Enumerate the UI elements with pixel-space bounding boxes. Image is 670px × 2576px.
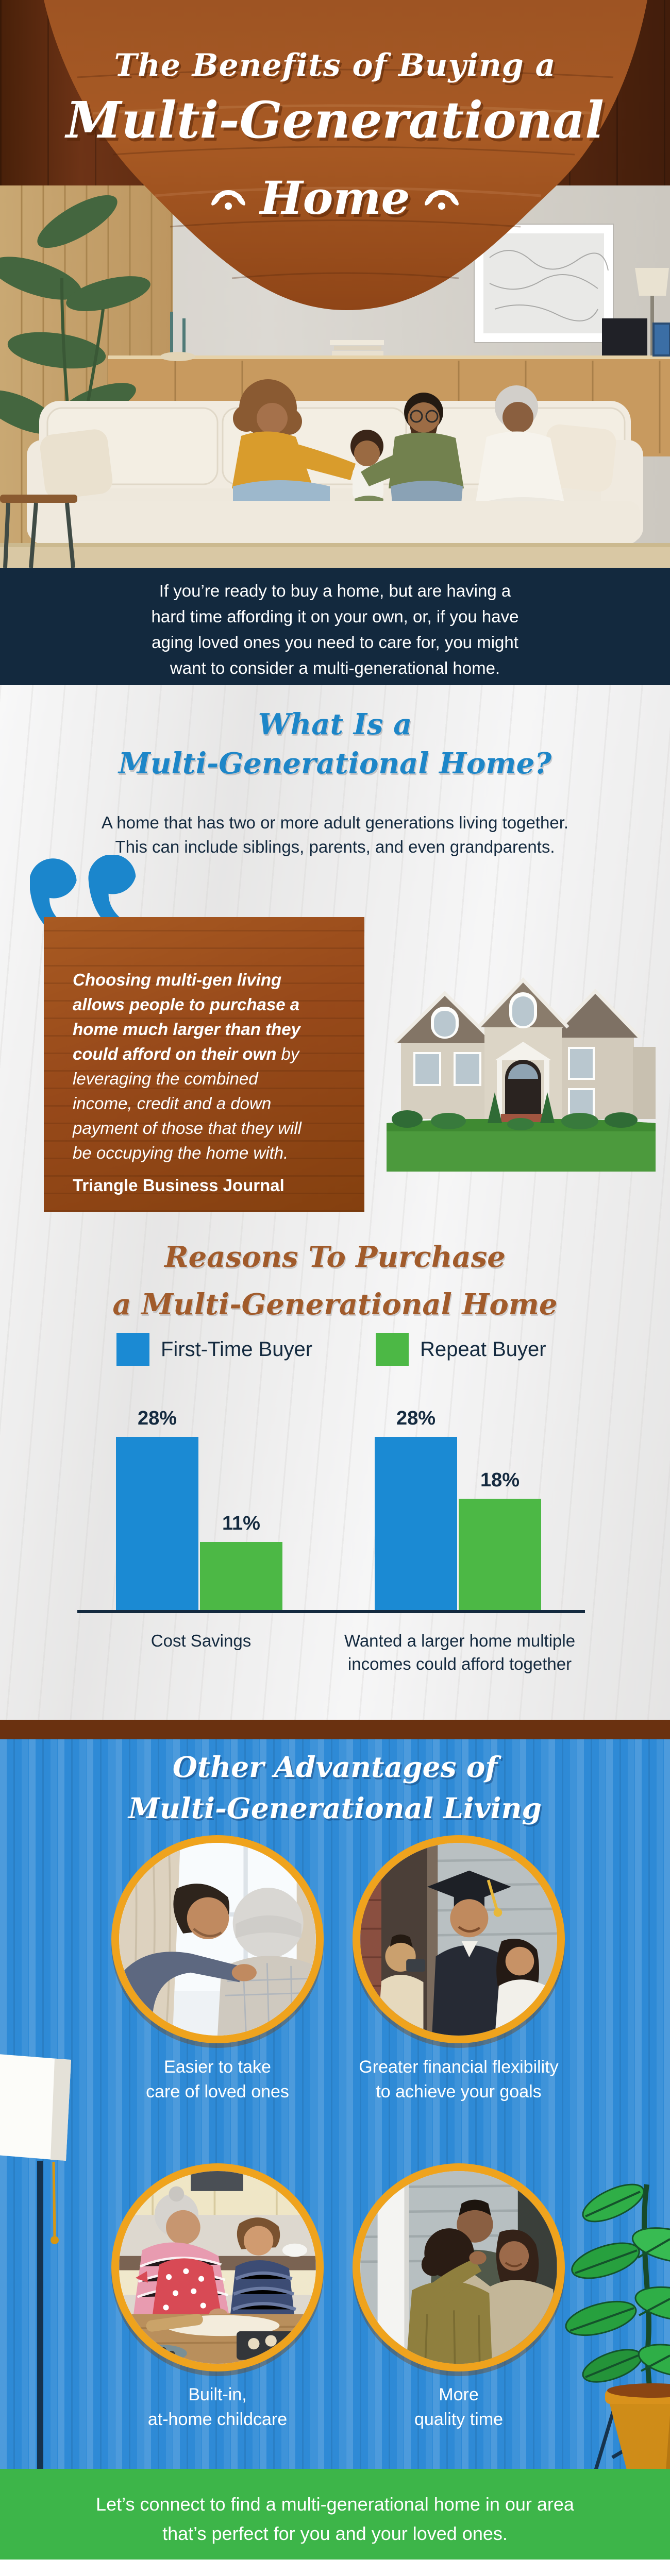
cta-band: Let’s connect to find a multi-generation…: [0, 2469, 670, 2560]
legend-label: Repeat Buyer: [420, 1337, 546, 1361]
photo-family-hug: [353, 2163, 565, 2371]
bar-value-label: 28%: [396, 1408, 436, 1429]
what-is-section: What Is a Multi-Generational Home? A hom…: [0, 685, 670, 1720]
quote-box: Choosing multi-gen living allows people …: [44, 917, 364, 1212]
chart-axis: [77, 1610, 585, 1613]
quote-attribution: Triangle Business Journal: [73, 1176, 284, 1195]
advantages-heading: Other Advantages of Multi-Generational L…: [128, 1750, 542, 1825]
quote-icon: [30, 855, 136, 940]
title-line-3-row: Home: [0, 171, 670, 225]
intro-band: If you’re ready to buy a home, but are h…: [0, 568, 670, 685]
photo-baking-childcare: [111, 2163, 324, 2371]
advantages-section: Other Advantages of Multi-Generational L…: [0, 1739, 670, 2469]
caption-childcare: Built-in, at-home childcare: [147, 2385, 288, 2429]
leaf-ornament-icon: [211, 190, 245, 210]
leaf-ornament-icon: [425, 190, 459, 210]
reasons-heading: Reasons To Purchase a Multi-Generational…: [112, 1240, 558, 1321]
bar-value-label: 28%: [137, 1408, 177, 1429]
floor-lamp-illustration: [0, 2054, 71, 2469]
caption-financial: Greater financial flexibility to achieve…: [359, 2057, 559, 2102]
sources-footer: Sources: NAR, Triangle Business Journal: [0, 2560, 670, 2576]
photo-graduation: [353, 1835, 565, 2043]
legend-swatch-green: [376, 1333, 409, 1366]
bar-repeat-buyer-1: [459, 1499, 541, 1610]
title-line-1: The Benefits of Buying a: [114, 47, 556, 83]
photo-caring-for-loved-ones: [111, 1835, 324, 2043]
bar-repeat-buyer-0: [200, 1542, 282, 1610]
bar-value-label: 18%: [480, 1469, 520, 1491]
what-is-body: A home that has two or more adult genera…: [101, 813, 569, 856]
what-is-heading: What Is a Multi-Generational Home?: [118, 707, 552, 781]
intro-text: If you’re ready to buy a home, but are h…: [151, 581, 519, 677]
title-line-3: Home: [260, 171, 410, 225]
legend-swatch-blue: [116, 1333, 149, 1366]
cta-text: Let’s connect to find a multi-generation…: [96, 2494, 574, 2544]
title-line-2: Multi-Generational: [66, 91, 604, 149]
legend-label: First-Time Buyer: [161, 1337, 313, 1361]
bar-value-label: 11%: [222, 1513, 260, 1534]
caption-caring: Easier to take care of loved ones: [146, 2057, 289, 2102]
category-label: Wanted a larger home multiple incomes co…: [344, 1631, 576, 1673]
house-photo: [387, 977, 656, 1172]
header-title-block: The Benefits of Buying a Multi-Generatio…: [0, 0, 670, 268]
quote-text: Choosing multi-gen living allows people …: [73, 970, 301, 1162]
caption-quality-time: More quality time: [414, 2385, 503, 2429]
section-divider: [0, 1720, 670, 1739]
category-label: Cost Savings: [150, 1631, 252, 1650]
legend-item-repeat-buyer: Repeat Buyer: [376, 1332, 546, 1366]
bar-first-time-buyer-0: [116, 1437, 198, 1610]
bar-first-time-buyer-1: [375, 1437, 457, 1610]
sources-text: Sources: NAR, Triangle Business Journal: [0, 2560, 670, 2576]
legend-item-first-time-buyer: First-Time Buyer: [116, 1332, 312, 1366]
potted-plant-illustration: [565, 2183, 670, 2469]
bar-chart: 28% 11% 28% 18%: [0, 1408, 670, 1610]
